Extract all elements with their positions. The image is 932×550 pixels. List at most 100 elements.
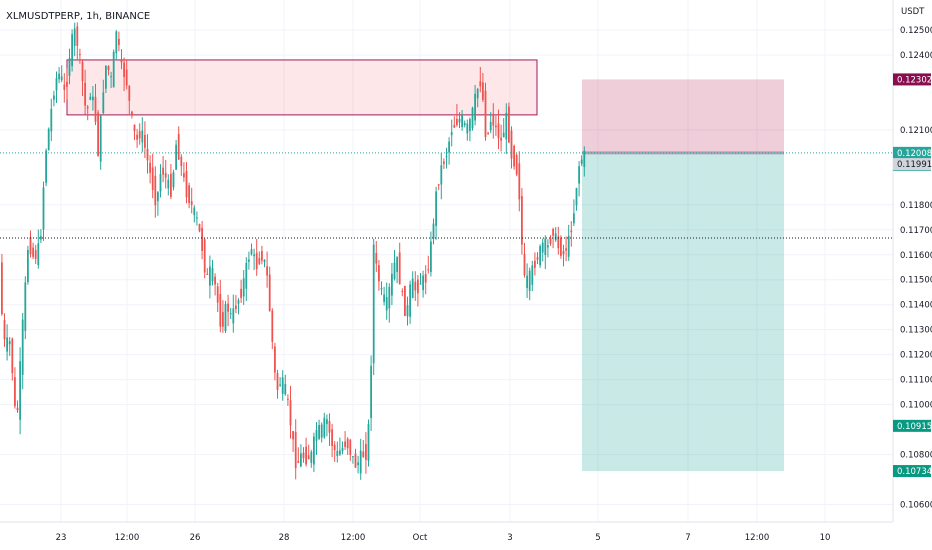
candle-body	[313, 436, 315, 465]
candle-body	[14, 377, 16, 407]
candle-body	[461, 115, 463, 128]
candle-body	[81, 61, 84, 82]
candle-body	[518, 163, 521, 200]
candle-body	[211, 267, 214, 282]
candle-body	[261, 251, 263, 261]
current-price-tag-label: 0.12008	[897, 149, 932, 159]
candle-body	[385, 297, 388, 311]
candle-body	[292, 431, 294, 440]
candle-body	[188, 185, 190, 204]
candle-body	[479, 81, 482, 87]
candle-body	[258, 258, 261, 264]
candle-body	[352, 456, 354, 458]
candle-body	[380, 288, 383, 290]
candle-body	[484, 90, 487, 137]
candle-body	[422, 275, 424, 291]
candle-body	[383, 294, 385, 302]
y-tick-label: 0.12500	[900, 26, 932, 36]
candle-body	[365, 444, 367, 460]
candle-body	[164, 173, 167, 178]
candle-body	[549, 238, 552, 244]
candle-body	[476, 89, 479, 99]
candle-body	[354, 453, 357, 468]
candle-body	[193, 207, 196, 216]
candle-body	[47, 128, 50, 150]
candle-body	[427, 269, 430, 271]
candle-body	[396, 256, 398, 272]
x-tick-label: 28	[279, 533, 290, 543]
candle-body	[508, 106, 510, 143]
candle-body	[138, 131, 141, 139]
candle-body	[456, 118, 458, 126]
candle-body	[177, 134, 180, 160]
candle-body	[146, 148, 149, 161]
candle-body	[263, 259, 266, 263]
candle-body	[86, 106, 89, 109]
candle-body	[172, 172, 175, 188]
resistance-zone	[66, 59, 538, 116]
candle-body	[84, 82, 86, 106]
candle-body	[495, 125, 497, 128]
candle-body	[541, 242, 544, 253]
candle-body	[167, 179, 170, 189]
candle-body	[552, 228, 554, 236]
candle-body	[287, 398, 289, 400]
candle-body	[42, 187, 45, 230]
candle-body	[440, 165, 443, 185]
candle-body	[149, 162, 151, 173]
candle-body	[471, 107, 474, 129]
candle-body	[562, 250, 565, 255]
candle-body	[274, 346, 276, 373]
candle-body	[349, 439, 352, 455]
candle-body	[71, 34, 73, 67]
candle-body	[120, 60, 123, 63]
candle-body	[419, 283, 422, 285]
candle-body	[367, 424, 370, 461]
candle-body	[79, 54, 81, 56]
candle-body	[573, 213, 575, 224]
y-tick-label: 0.11700	[900, 226, 932, 236]
candle-body	[536, 257, 539, 260]
x-tick-label: 23	[56, 533, 67, 543]
candle-body	[232, 308, 235, 324]
y-tick-label: 0.11000	[900, 401, 932, 411]
candle-body	[404, 286, 406, 316]
candle-body	[245, 263, 248, 289]
candle-body	[37, 243, 40, 266]
candle-body	[219, 294, 222, 327]
candle-body	[131, 111, 133, 116]
candle-body	[406, 305, 409, 317]
candle-body	[89, 96, 92, 100]
price-axis[interactable]: 0.12500 0.12400 0.12100 0.11800 0.11700 0.116…	[900, 26, 932, 511]
candle-body	[523, 253, 526, 276]
stop-price-tag-bg	[893, 73, 931, 86]
y-tick-label: 0.11600	[900, 251, 932, 261]
candle-body	[497, 123, 500, 139]
candle-body	[214, 276, 216, 285]
candle-body	[482, 82, 484, 100]
x-tick-label: Oct	[413, 533, 428, 543]
candle-body	[112, 51, 115, 88]
candle-body	[302, 452, 305, 459]
currency-label: USDT	[901, 7, 925, 17]
candle-body	[73, 28, 76, 46]
candle-body	[94, 96, 97, 122]
candle-body	[19, 361, 21, 420]
y-tick-label: 0.11300	[900, 326, 932, 336]
candle-body	[66, 81, 68, 87]
time-axis[interactable]: 23 12:00 26 28 12:00 Oct 3 5 7 12:00 10	[56, 533, 831, 543]
candle-body	[560, 237, 562, 256]
y-tick-label: 0.11500	[900, 276, 932, 286]
candle-body	[583, 150, 586, 167]
candle-body	[8, 341, 11, 345]
candle-body	[411, 278, 414, 298]
candle-body	[401, 291, 404, 293]
candle-body	[445, 156, 448, 158]
y-tick-label: 0.10600	[900, 501, 932, 511]
candle-body	[180, 156, 183, 167]
candle-body	[391, 273, 393, 296]
candle-body	[414, 281, 417, 291]
candle-body	[575, 188, 578, 206]
candle-body	[128, 86, 131, 101]
